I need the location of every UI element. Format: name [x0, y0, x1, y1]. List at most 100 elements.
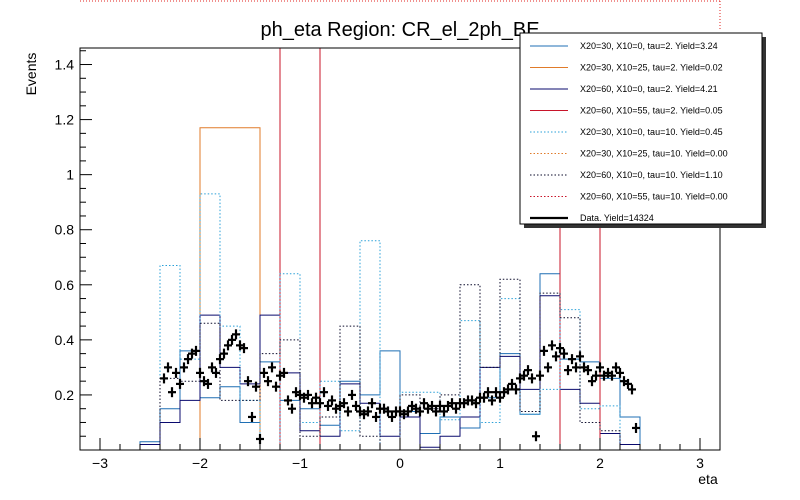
data-point [608, 370, 616, 381]
data-point [560, 348, 568, 359]
data-point [248, 411, 256, 422]
data-point [340, 398, 348, 409]
data-point [168, 387, 176, 398]
data-point [592, 370, 600, 381]
data-point [348, 389, 356, 400]
data-point [344, 406, 352, 417]
legend-entry: X20=60, X10=55, tau=10. Yield=0.00 [530, 192, 728, 202]
legend-label: X20=60, X10=0, tau=2. Yield=4.21 [580, 84, 718, 94]
x-tick-label: 1 [496, 455, 504, 471]
data-point [436, 400, 444, 411]
legend-label: X20=30, X10=0, tau=2. Yield=3.24 [580, 41, 718, 51]
data-point [288, 403, 296, 414]
data-point [612, 362, 620, 373]
y-tick-label: 1 [66, 167, 74, 183]
data-point [584, 365, 592, 376]
data-point [212, 367, 220, 378]
data-point [180, 362, 188, 373]
data-point [496, 392, 504, 403]
legend-entry: X20=30, X10=25, tau=2. Yield=0.02 [530, 63, 723, 73]
data-point [632, 422, 640, 433]
data-point [364, 406, 372, 417]
data-point [440, 406, 448, 417]
y-tick-label: 0.6 [55, 277, 75, 293]
data-point [216, 354, 224, 365]
data-point [196, 367, 204, 378]
data-point [452, 403, 460, 414]
data-point [328, 395, 336, 406]
data-point [544, 362, 552, 373]
data-point [512, 384, 520, 395]
data-point [204, 378, 212, 389]
data-point [228, 334, 236, 345]
data-point [304, 389, 312, 400]
data-point [244, 376, 252, 387]
data-point [472, 398, 480, 409]
legend-entry: X20=30, X10=0, tau=2. Yield=3.24 [530, 41, 718, 51]
data-point [508, 378, 516, 389]
legend-entry: X20=60, X10=0, tau=2. Yield=4.21 [530, 84, 718, 94]
series-line-1 [139, 273, 660, 451]
legend-label: X20=60, X10=55, tau=2. Yield=0.05 [580, 106, 723, 116]
x-tick-label: −2 [192, 455, 208, 471]
x-tick-label: −3 [92, 455, 108, 471]
legend-entry: X20=60, X10=55, tau=2. Yield=0.05 [530, 106, 723, 116]
data-point [372, 411, 380, 422]
data-point [184, 354, 192, 365]
x-tick-label: −1 [292, 455, 308, 471]
data-point [492, 387, 500, 398]
data-point [224, 340, 232, 351]
legend-label: X20=30, X10=0, tau=10. Yield=0.45 [580, 127, 723, 137]
y-tick-label: 1.4 [55, 57, 75, 73]
data-point [316, 398, 324, 409]
data-point [628, 384, 636, 395]
legend-label: Data. Yield=14324 [580, 213, 654, 223]
data-point [540, 345, 548, 356]
data-point [548, 340, 556, 351]
legend-entry: X20=30, X10=0, tau=10. Yield=0.45 [530, 127, 723, 137]
legend-entry: Data. Yield=14324 [530, 213, 654, 223]
data-point [588, 376, 596, 387]
data-point [240, 343, 248, 354]
data-point [256, 433, 264, 444]
data-point [160, 373, 168, 384]
data-point [432, 406, 440, 417]
y-tick-label: 1.2 [55, 112, 75, 128]
data-point [260, 367, 268, 378]
data-point [528, 373, 536, 384]
data-point [164, 362, 172, 373]
y-tick-label: 0.2 [55, 387, 75, 403]
data-point [264, 376, 272, 387]
data-point [568, 354, 576, 365]
legend-box [519, 32, 763, 225]
data-point [368, 398, 376, 409]
data-point [176, 378, 184, 389]
y-tick-label: 0.8 [55, 222, 75, 238]
data-point [624, 378, 632, 389]
data-point [268, 362, 276, 373]
data-point [388, 411, 396, 422]
data-point [284, 395, 292, 406]
data-point [596, 362, 604, 373]
data-point [532, 431, 540, 442]
data-point [448, 398, 456, 409]
data-point [404, 406, 412, 417]
x-axis-label: eta [698, 471, 718, 487]
data-point [428, 400, 436, 411]
data-point [420, 398, 428, 409]
data-point [616, 367, 624, 378]
data-point [312, 392, 320, 403]
y-axis-label: Events [23, 53, 39, 96]
legend-entries: X20=30, X10=0, tau=2. Yield=3.24 X20=30, … [530, 41, 728, 223]
data-point [524, 365, 532, 376]
x-tick-label: 2 [596, 455, 604, 471]
legend-label: X20=30, X10=25, tau=10. Yield=0.00 [580, 149, 728, 159]
data-point [480, 392, 488, 403]
data-point [484, 387, 492, 398]
y-tick-label: 0.4 [55, 332, 75, 348]
data-point [384, 406, 392, 417]
data-point [220, 348, 228, 359]
data-point [252, 381, 260, 392]
data-point [536, 370, 544, 381]
